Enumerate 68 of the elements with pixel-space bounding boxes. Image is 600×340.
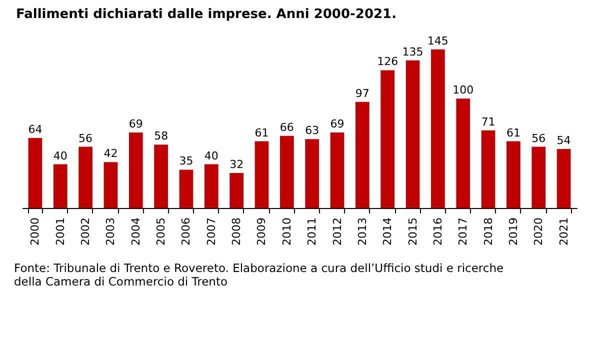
data-label: 54 bbox=[556, 134, 571, 147]
bar bbox=[154, 144, 168, 208]
x-tick-label: 2009 bbox=[255, 218, 268, 246]
data-label: 32 bbox=[230, 158, 244, 171]
x-tick-label: 2015 bbox=[406, 218, 420, 246]
x-tick-label: 2004 bbox=[129, 218, 142, 246]
data-label: 100 bbox=[452, 84, 474, 97]
bar bbox=[305, 139, 320, 208]
data-label: 69 bbox=[330, 118, 344, 131]
data-label: 61 bbox=[254, 126, 269, 140]
x-tick-label: 2021 bbox=[557, 218, 570, 246]
x-tick-label: 2016 bbox=[431, 218, 444, 246]
data-label: 56 bbox=[532, 132, 546, 145]
bar bbox=[380, 70, 395, 208]
data-label: 35 bbox=[179, 154, 194, 168]
bar bbox=[78, 146, 92, 208]
bar bbox=[53, 164, 68, 208]
data-label: 56 bbox=[78, 132, 93, 145]
bar bbox=[532, 146, 546, 208]
x-tick-label: 2010 bbox=[280, 218, 294, 246]
bar bbox=[254, 141, 269, 208]
x-tick-label: 2006 bbox=[180, 218, 193, 246]
x-tick-label: 2020 bbox=[532, 218, 546, 246]
data-label: 63 bbox=[305, 124, 320, 138]
data-label: 69 bbox=[128, 118, 143, 131]
x-tick-label: 2014 bbox=[381, 218, 394, 246]
bar bbox=[481, 130, 496, 208]
data-label: 58 bbox=[154, 130, 168, 143]
data-label: 145 bbox=[427, 34, 448, 48]
bar bbox=[280, 136, 294, 208]
bar bbox=[406, 60, 420, 208]
x-tick-label: 2011 bbox=[306, 218, 319, 246]
x-tick-label: 2000 bbox=[28, 218, 42, 246]
bar bbox=[128, 132, 143, 208]
source-note: Fonte: Tribunale di Trento e Rovereto. Elaborazione a cura dell’Ufficio studi e ricerche della Camera di Commercio di Trento bbox=[14, 261, 504, 288]
bar bbox=[506, 141, 520, 208]
x-tick-label: 2005 bbox=[154, 218, 168, 246]
data-label: 135 bbox=[402, 45, 424, 58]
bar bbox=[556, 148, 571, 208]
x-tick-label: 2008 bbox=[230, 218, 244, 246]
x-tick-label: 2002 bbox=[79, 218, 92, 246]
data-label: 97 bbox=[355, 86, 370, 100]
data-label: 126 bbox=[377, 55, 398, 68]
data-label: 71 bbox=[481, 115, 496, 128]
x-tick-label: 2003 bbox=[104, 218, 118, 246]
x-tick-label: 2017 bbox=[456, 218, 470, 246]
data-label: 66 bbox=[280, 120, 294, 134]
x-tick-label: 2007 bbox=[204, 218, 218, 246]
data-label: 61 bbox=[506, 126, 520, 140]
data-label: 40 bbox=[204, 149, 218, 162]
bar bbox=[204, 164, 218, 208]
bar bbox=[356, 102, 370, 208]
x-tick-label: 2019 bbox=[506, 218, 520, 246]
bar bbox=[28, 138, 42, 208]
data-label: 42 bbox=[104, 147, 118, 160]
x-tick-label: 2012 bbox=[330, 218, 344, 246]
x-tick-label: 2013 bbox=[356, 218, 369, 246]
x-tick-label: 2018 bbox=[482, 218, 495, 246]
x-tick-label: 2001 bbox=[54, 218, 67, 246]
bar bbox=[104, 162, 118, 208]
data-label: 40 bbox=[53, 149, 68, 162]
chart-title: Fallimenti dichiarati dalle imprese. Anni 2000-2021. bbox=[16, 7, 397, 22]
bar bbox=[179, 170, 194, 208]
bar bbox=[330, 132, 344, 208]
data-label: 64 bbox=[28, 123, 42, 136]
bar bbox=[431, 49, 445, 208]
bar bbox=[230, 173, 244, 208]
bar bbox=[456, 98, 470, 208]
